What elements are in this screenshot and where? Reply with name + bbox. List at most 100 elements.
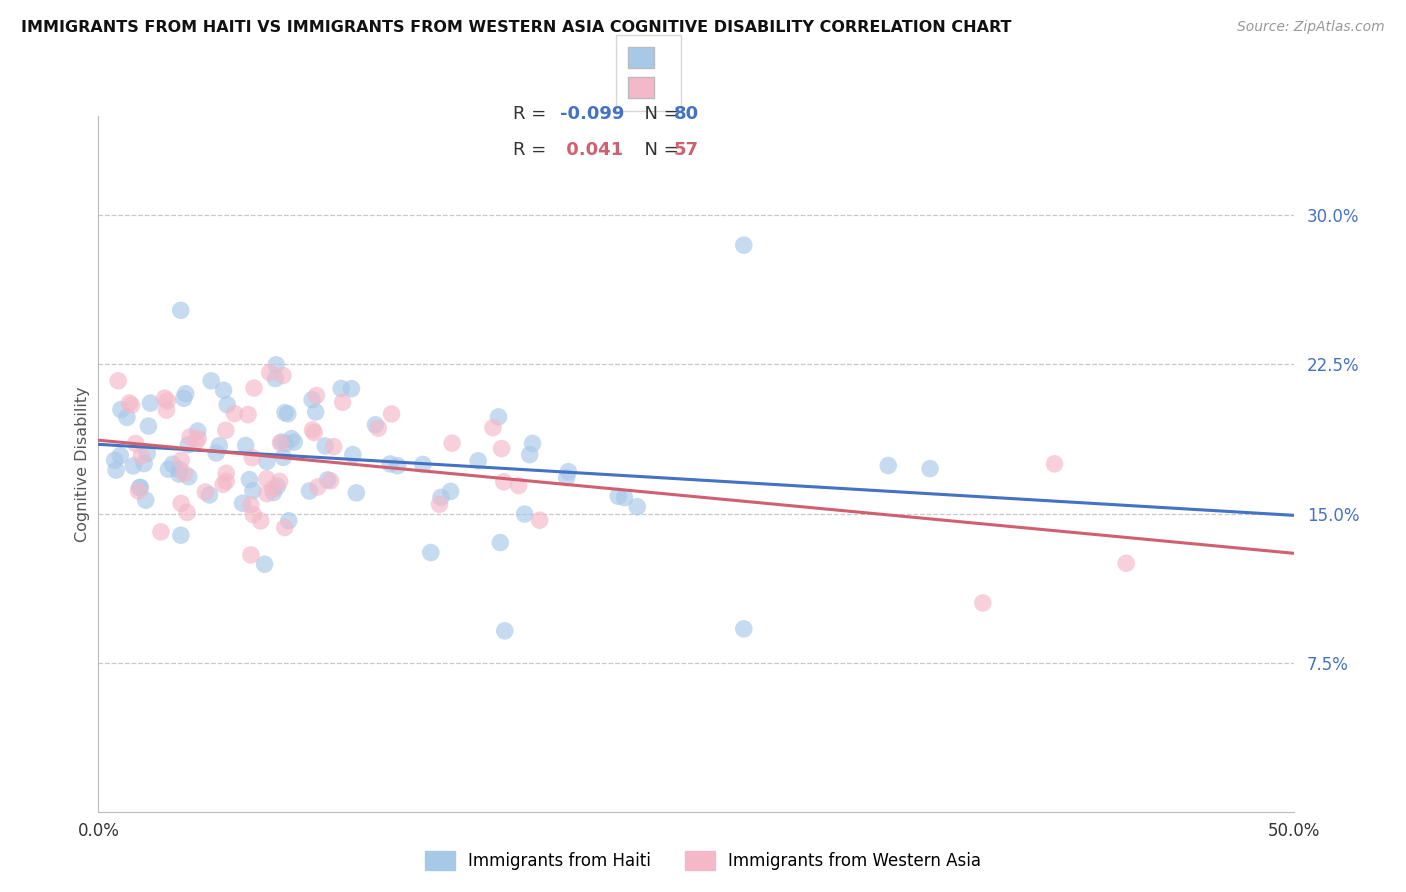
Point [271, 450, 294, 465]
Point [212, 384, 235, 398]
Point [186, 434, 208, 449]
Point [269, 475, 291, 489]
Point [557, 465, 579, 479]
Point [115, 410, 138, 425]
Point [232, 496, 254, 510]
Point [235, 438, 257, 452]
Point [344, 486, 367, 500]
Point [110, 402, 132, 417]
Point [194, 485, 217, 500]
Point [263, 485, 285, 500]
Point [259, 366, 281, 380]
Point [441, 436, 464, 450]
Text: 80: 80 [673, 105, 699, 123]
Text: IMMIGRANTS FROM HAITI VS IMMIGRANTS FROM WESTERN ASIA COGNITIVE DISABILITY CORRE: IMMIGRANTS FROM HAITI VS IMMIGRANTS FROM… [21, 20, 1011, 35]
Legend: Immigrants from Haiti, Immigrants from Western Asia: Immigrants from Haiti, Immigrants from W… [419, 844, 987, 877]
Point [129, 480, 152, 494]
Point [322, 440, 344, 454]
Point [555, 471, 578, 485]
Text: -0.099: -0.099 [560, 105, 624, 123]
Point [380, 407, 402, 421]
Point [139, 396, 162, 410]
Point [215, 467, 238, 481]
Point [107, 374, 129, 388]
Point [430, 491, 453, 505]
Point [330, 381, 353, 395]
Point [733, 622, 755, 636]
Point [508, 478, 530, 492]
Point [280, 432, 302, 446]
Point [149, 524, 172, 539]
Point [319, 474, 342, 488]
Point [364, 417, 387, 432]
Point [136, 446, 159, 460]
Point [429, 497, 451, 511]
Point [513, 507, 536, 521]
Point [242, 483, 264, 498]
Point [212, 477, 235, 491]
Point [298, 483, 321, 498]
Point [205, 446, 228, 460]
Point [519, 448, 541, 462]
Point [256, 486, 278, 500]
Point [301, 392, 323, 407]
Point [877, 458, 900, 473]
Point [314, 439, 336, 453]
Point [170, 496, 193, 510]
Point [489, 535, 512, 549]
Point [249, 514, 271, 528]
Point [177, 437, 200, 451]
Point [305, 405, 328, 419]
Point [274, 436, 297, 450]
Point [243, 381, 266, 395]
Point [387, 458, 409, 473]
Point [224, 407, 246, 421]
Point [613, 491, 636, 505]
Point [170, 453, 193, 467]
Point [256, 454, 278, 468]
Point [208, 439, 231, 453]
Point [174, 386, 197, 401]
Point [169, 462, 191, 476]
Point [494, 624, 516, 638]
Point [121, 398, 143, 412]
Point [316, 473, 339, 487]
Point [240, 450, 263, 465]
Point [274, 406, 297, 420]
Point [270, 435, 292, 450]
Point [187, 424, 209, 438]
Point [307, 480, 329, 494]
Point [277, 514, 299, 528]
Point [170, 528, 193, 542]
Point [157, 462, 180, 476]
Point [522, 436, 544, 450]
Point [239, 548, 262, 562]
Point [269, 435, 291, 450]
Point [198, 488, 221, 502]
Text: Source: ZipAtlas.com: Source: ZipAtlas.com [1237, 20, 1385, 34]
Point [173, 467, 195, 481]
Point [283, 435, 305, 450]
Point [167, 467, 190, 481]
Point [378, 457, 401, 471]
Point [134, 457, 156, 471]
Point [972, 596, 994, 610]
Point [105, 463, 128, 477]
Point [626, 500, 648, 514]
Y-axis label: Cognitive Disability: Cognitive Disability [75, 386, 90, 541]
Point [162, 457, 184, 471]
Point [467, 454, 489, 468]
Point [242, 508, 264, 522]
Point [271, 368, 294, 383]
Point [264, 371, 287, 385]
Point [266, 479, 288, 493]
Point [302, 425, 325, 440]
Point [170, 303, 193, 318]
Point [340, 382, 363, 396]
Point [179, 430, 201, 444]
Point [104, 453, 127, 467]
Point [128, 481, 150, 495]
Point [305, 388, 328, 402]
Point [155, 403, 177, 417]
Point [217, 398, 239, 412]
